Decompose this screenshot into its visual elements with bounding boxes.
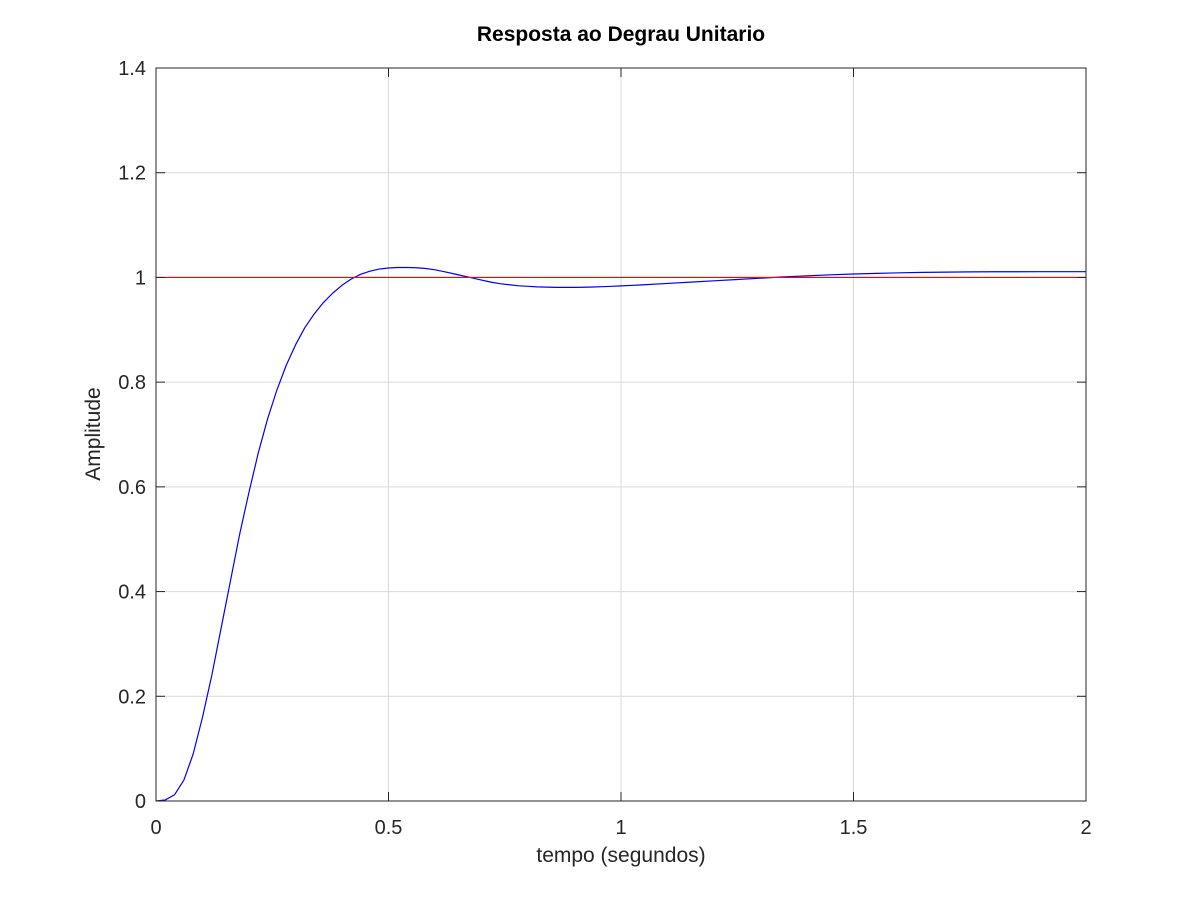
y-tick-label: 0.6: [118, 477, 146, 499]
x-axis-label: tempo (segundos): [536, 844, 705, 867]
y-tick-label: 0: [135, 791, 146, 813]
y-axis-label: Amplitude: [82, 387, 105, 480]
y-tick-label: 0.2: [118, 686, 146, 708]
x-tick-label: 0.5: [375, 817, 403, 839]
step-response-line: [155, 266, 1086, 802]
y-tick-label: 0.4: [118, 582, 146, 604]
x-tick-label: 0: [150, 817, 161, 839]
y-tick-label: 0.8: [118, 372, 146, 394]
data-series: [155, 266, 1086, 802]
x-tick-label: 1.5: [840, 817, 868, 839]
chart-title: Resposta ao Degrau Unitario: [477, 23, 765, 46]
y-tick-label: 1.4: [118, 58, 146, 80]
y-tick-label: 1.2: [118, 163, 146, 185]
y-tick-label: 1: [135, 267, 146, 289]
axis-ticks: 0 0.5 1 1.5 2 0 0.2 0.4 0.6 0.8 1 1.2 1.4: [118, 58, 1091, 839]
x-tick-label: 2: [1080, 817, 1091, 839]
x-tick-label: 1: [615, 817, 626, 839]
